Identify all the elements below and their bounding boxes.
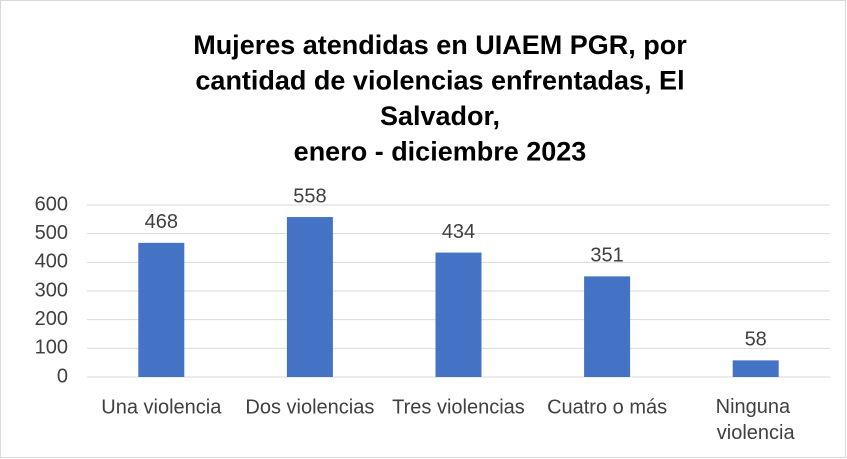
bar bbox=[286, 217, 333, 377]
x-tick-label: Cuatro o más bbox=[547, 396, 667, 418]
data-label: 351 bbox=[590, 245, 623, 267]
y-tick-label: 0 bbox=[57, 365, 68, 387]
y-tick-label: 400 bbox=[35, 251, 68, 273]
y-tick-label: 600 bbox=[35, 193, 68, 215]
data-label: 558 bbox=[293, 185, 326, 207]
chart-title: cantidad de violencias enfrentadas, El bbox=[195, 66, 684, 96]
data-label: 468 bbox=[145, 211, 178, 233]
y-tick-label: 200 bbox=[35, 308, 68, 330]
chart-title: Mujeres atendidas en UIAEM PGR, por bbox=[193, 30, 687, 60]
chart-title: Salvador, bbox=[380, 101, 500, 131]
x-tick-label: Ninguna violencia bbox=[716, 396, 796, 444]
bar bbox=[732, 360, 779, 377]
bar bbox=[584, 276, 631, 377]
y-tick-label: 100 bbox=[35, 337, 68, 359]
y-tick-label: 300 bbox=[35, 279, 68, 301]
x-tick-label: Dos violencias bbox=[245, 396, 374, 418]
bar bbox=[435, 252, 482, 377]
x-tick-label: Tres violencias bbox=[392, 396, 525, 418]
bar bbox=[138, 242, 185, 377]
data-label: 434 bbox=[442, 221, 475, 243]
x-tick-label: Una violencia bbox=[101, 396, 222, 418]
y-tick-label: 500 bbox=[35, 222, 68, 244]
data-label: 58 bbox=[745, 329, 767, 351]
chart-title: enero - diciembre 2023 bbox=[294, 137, 587, 167]
